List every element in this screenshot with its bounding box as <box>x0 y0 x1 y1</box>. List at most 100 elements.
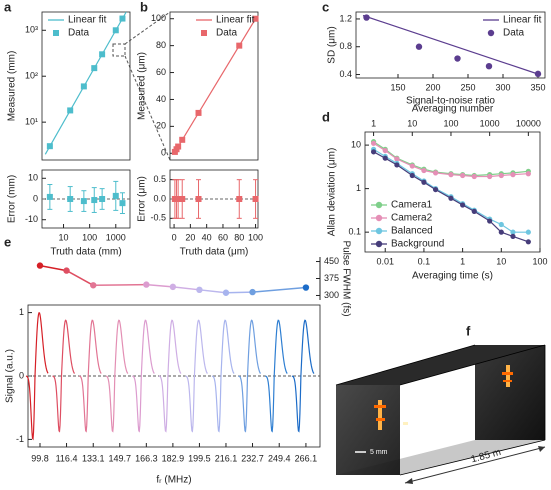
y-tick-label: -10 <box>25 214 38 224</box>
zoom-box <box>112 43 126 57</box>
legend-marker <box>375 240 383 248</box>
marker <box>487 173 493 180</box>
waveform <box>211 319 235 433</box>
y-tick-label: -1 <box>16 434 24 444</box>
waveform <box>52 319 76 433</box>
legend-label: Linear fit <box>68 15 107 26</box>
x-tick-label: 200 <box>425 82 440 92</box>
marker <box>498 229 504 235</box>
y-tick-label: 1 <box>356 183 361 193</box>
marker <box>421 167 427 174</box>
x-tick-label: 100 <box>82 232 97 242</box>
x2-tick-label: 100 <box>443 118 458 128</box>
marker <box>236 42 243 49</box>
marker <box>510 229 516 235</box>
x-tick-label: 100 <box>248 232 263 242</box>
marker <box>222 289 230 296</box>
top-face <box>336 345 545 385</box>
waveform <box>238 319 262 433</box>
legend-marker <box>375 214 383 222</box>
spot <box>506 365 510 387</box>
y-tick-label: 40 <box>156 94 166 104</box>
edges <box>335 344 546 476</box>
edge <box>399 344 546 386</box>
y-tick-label: 0.1 <box>348 227 361 237</box>
y-tick-label: 0.5 <box>153 174 166 184</box>
scale-bar-label: 5 mm <box>370 449 388 456</box>
x-axis-label: Truth data (mm) <box>50 247 121 258</box>
x2-tick-label: 1000 <box>480 118 500 128</box>
marker <box>487 218 493 224</box>
marker <box>409 163 415 169</box>
spot <box>502 372 513 375</box>
series-segment <box>66 269 94 286</box>
front-face <box>336 385 400 475</box>
marker <box>119 200 126 207</box>
spot <box>374 405 386 408</box>
y-tick-label: 0 <box>161 148 166 158</box>
y-tick-label: 375 <box>324 273 339 283</box>
legend-label: Data <box>503 28 525 39</box>
marker <box>394 162 400 168</box>
marker <box>382 155 388 161</box>
x-tick-label: 266.1 <box>295 453 318 463</box>
x-tick-label: 232.7 <box>241 453 264 463</box>
marker <box>448 195 454 201</box>
marker <box>409 172 415 179</box>
marker <box>454 55 461 62</box>
series-segment <box>146 283 173 288</box>
y-axis-label: Pulse FWHM (fs) <box>340 240 351 316</box>
x-tick-label: 116.4 <box>56 453 78 463</box>
x-tick-label: 99.8 <box>31 453 49 463</box>
legend-marker <box>487 29 495 37</box>
x-tick-label: 60 <box>218 232 228 242</box>
panel-label: f <box>466 323 471 338</box>
fit-line <box>173 18 257 154</box>
marker <box>302 284 310 291</box>
legend-label: Linear fit <box>503 15 542 26</box>
y-axis-label: Measured (mm) <box>7 51 18 122</box>
y-tick-label: 1.2 <box>339 13 352 23</box>
marker <box>498 221 504 228</box>
marker <box>67 196 74 202</box>
x-tick-label: 350 <box>530 82 545 92</box>
y-tick-label: -0.5 <box>150 213 166 223</box>
zoom-line <box>124 11 171 45</box>
marker <box>525 171 531 177</box>
x2-tick-label: 1 <box>371 118 376 128</box>
spot <box>403 422 408 425</box>
marker <box>36 262 44 269</box>
marker <box>46 193 53 200</box>
marker <box>415 43 423 50</box>
marker <box>471 173 477 180</box>
panel-label: c <box>322 0 329 14</box>
waveform <box>185 319 208 433</box>
y-tick-label: 10¹ <box>25 117 38 127</box>
x-tick-label: 1000 <box>106 232 126 242</box>
y-tick-label: 0.4 <box>339 69 352 79</box>
marker <box>363 14 370 21</box>
x-tick-label: 150 <box>390 82 405 92</box>
x-axis-label: Truth data (μm) <box>180 247 249 258</box>
x-tick-label: 250 <box>460 82 475 92</box>
x-tick-label: 166.3 <box>135 453 158 463</box>
marker <box>448 172 454 178</box>
y-tick-label: 10² <box>25 71 38 81</box>
x-tick-label: 0.1 <box>418 256 431 266</box>
plot-frame <box>169 11 259 161</box>
panel-label: d <box>322 109 330 124</box>
marker <box>460 202 466 208</box>
distance-arrow <box>404 446 546 484</box>
marker <box>252 196 259 202</box>
x-tick-label: 100 <box>532 256 547 266</box>
marker <box>112 192 119 199</box>
legend-marker <box>53 30 59 36</box>
y-axis-label: Measured (μm) <box>137 52 148 120</box>
marker <box>46 143 53 150</box>
marker <box>421 179 427 185</box>
marker <box>90 282 97 289</box>
marker <box>179 196 186 202</box>
plot-frame <box>355 11 546 79</box>
marker <box>91 197 98 204</box>
